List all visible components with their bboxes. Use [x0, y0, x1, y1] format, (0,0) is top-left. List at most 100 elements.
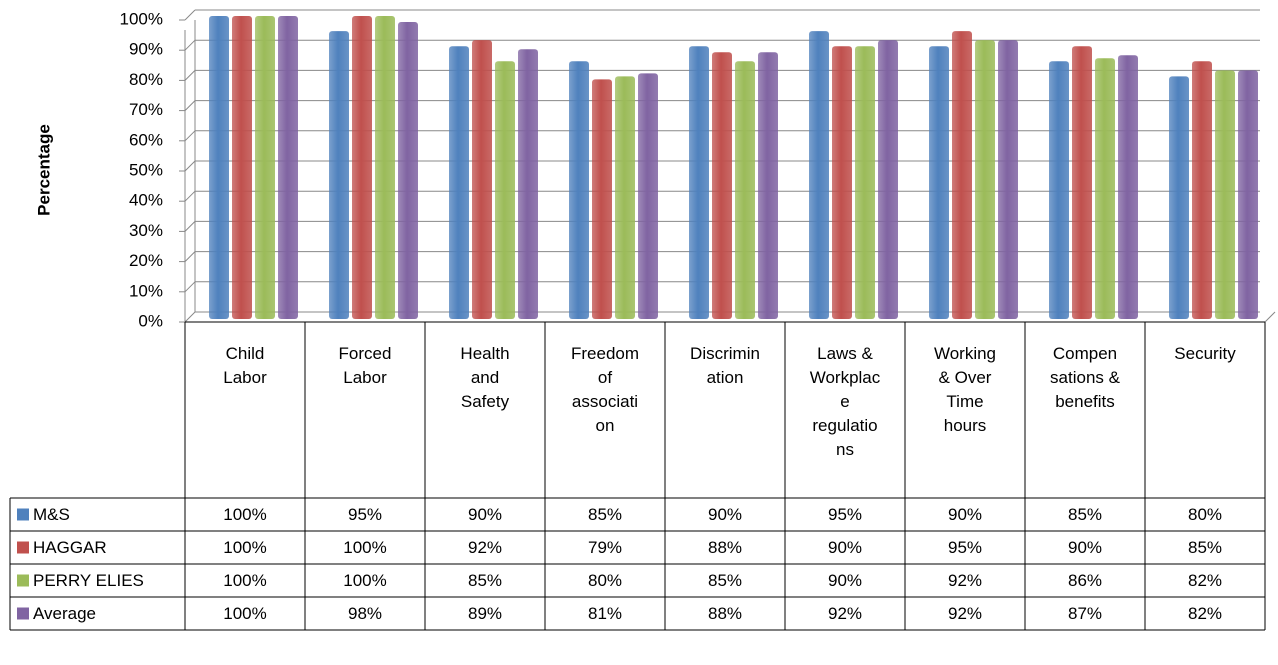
table-cell: 80% [1188, 505, 1222, 524]
grid-line [184, 130, 196, 142]
bar [975, 40, 995, 319]
legend-label: M&S [33, 505, 70, 524]
x-tick-label: Freedom of association [570, 344, 640, 435]
bar [472, 40, 492, 319]
bar [1238, 70, 1258, 319]
grid-line [184, 160, 196, 172]
bar [398, 22, 418, 319]
table-cell: 90% [828, 538, 862, 557]
bar [998, 40, 1018, 319]
legend-label: Average [33, 604, 96, 623]
y-tick-label: 100% [120, 9, 163, 28]
legend-label: HAGGAR [33, 538, 107, 557]
y-tick-label: 80% [129, 70, 163, 89]
y-tick-label: 40% [129, 191, 163, 210]
bar [449, 46, 469, 319]
grid-line [184, 100, 196, 111]
table-cell: 79% [588, 538, 622, 557]
table-cell: 92% [948, 571, 982, 590]
bar [712, 52, 732, 320]
grid-line [184, 281, 196, 293]
table-cell: 100% [223, 571, 266, 590]
bar [809, 31, 829, 319]
bar [1095, 58, 1115, 319]
legend-swatch [17, 541, 29, 554]
bar [689, 46, 709, 319]
legend-swatch [17, 508, 29, 521]
bar [1049, 61, 1069, 320]
table-cell: 85% [1068, 505, 1102, 524]
table-cell: 82% [1188, 571, 1222, 590]
bar [758, 52, 778, 320]
y-tick-label: 20% [129, 251, 163, 270]
bar [592, 79, 612, 319]
bar [209, 16, 229, 319]
legend-swatch [17, 574, 29, 587]
legend-swatch [17, 607, 29, 620]
table-cell: 100% [343, 538, 386, 557]
grid-line [184, 9, 196, 21]
bar [1118, 55, 1138, 319]
bar [855, 46, 875, 319]
bar [518, 49, 538, 319]
table-cell: 92% [468, 538, 502, 557]
y-tick-label: 90% [129, 40, 163, 59]
x-tick-label: Health and Safety [460, 344, 510, 411]
bar [952, 31, 972, 319]
y-tick-label: 30% [129, 221, 163, 240]
bar [569, 61, 589, 320]
table-cell: 81% [588, 604, 622, 623]
y-tick-label: 60% [129, 130, 163, 149]
x-tick-label: Discrimination [690, 344, 760, 387]
x-tick-label: Compensations & benefits [1050, 344, 1120, 411]
table-cell: 88% [708, 604, 742, 623]
table-cell: 89% [468, 604, 502, 623]
grid-line [184, 311, 196, 323]
table-cell: 85% [1188, 538, 1222, 557]
table-cell: 90% [468, 505, 502, 524]
y-axis-label: Percentage [34, 124, 53, 216]
bar [278, 16, 298, 319]
table-cell: 90% [1068, 538, 1102, 557]
table-cell: 85% [468, 571, 502, 590]
x-tick-label: Forced Labor [338, 344, 392, 387]
table-cell: 100% [223, 505, 266, 524]
bar [878, 40, 898, 319]
table-cell: 92% [828, 604, 862, 623]
grid-line [184, 39, 196, 51]
table-cell: 90% [828, 571, 862, 590]
table-cell: 100% [343, 571, 386, 590]
table-cell: 85% [588, 505, 622, 524]
table-cell: 82% [1188, 604, 1222, 623]
y-tick-label: 0% [138, 311, 163, 330]
y-tick-label: 10% [129, 281, 163, 300]
y-tick-label: 70% [129, 100, 163, 119]
bar [615, 76, 635, 320]
grid-line [184, 190, 196, 202]
bar [929, 46, 949, 319]
bar [495, 61, 515, 320]
x-tick-label: Child Labor [223, 344, 267, 387]
table-cell: 85% [708, 571, 742, 590]
table-cell: 95% [348, 505, 382, 524]
bar [352, 16, 372, 319]
table-cell: 90% [708, 505, 742, 524]
bar [1192, 61, 1212, 320]
x-tick-label: Security [1174, 344, 1236, 363]
table-cell: 88% [708, 538, 742, 557]
table-cell: 92% [948, 604, 982, 623]
bar [232, 16, 252, 319]
table-cell: 95% [948, 538, 982, 557]
table-cell: 87% [1068, 604, 1102, 623]
table-cell: 98% [348, 604, 382, 623]
bar [735, 61, 755, 320]
grid-line [184, 251, 196, 262]
bar [329, 31, 349, 319]
legend-label: PERRY ELIES [33, 571, 144, 590]
table-cell: 80% [588, 571, 622, 590]
bar [255, 16, 275, 319]
bar [1072, 46, 1092, 319]
bar [375, 16, 395, 319]
table-cell: 100% [223, 604, 266, 623]
